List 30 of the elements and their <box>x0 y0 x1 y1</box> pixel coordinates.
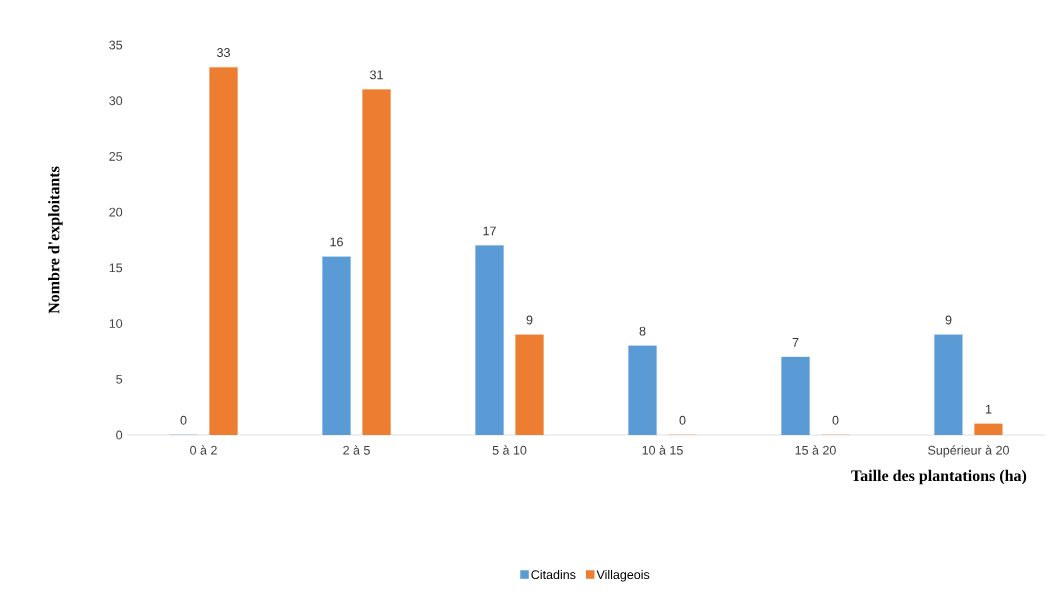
legend-label: Villageois <box>596 569 650 582</box>
y-tick-label: 25 <box>109 152 123 161</box>
data-label: 0 <box>832 415 839 425</box>
data-label: 8 <box>639 326 646 336</box>
y-tick-label: 0 <box>116 430 123 440</box>
data-label: 33 <box>217 48 230 57</box>
data-label: 16 <box>330 237 343 247</box>
x-tick-label: 10 à 15 <box>642 445 683 455</box>
y-tick-label: 35 <box>109 40 123 50</box>
x-tick-label: 5 à 10 <box>492 445 527 455</box>
data-label: 7 <box>792 338 799 347</box>
y-tick-label: 20 <box>109 207 123 217</box>
data-label: 0 <box>180 415 187 425</box>
legend-label: Citadins <box>531 569 576 580</box>
data-label: 0 <box>679 415 686 425</box>
data-label: 9 <box>945 315 952 325</box>
y-tick-label: 15 <box>109 263 123 273</box>
data-label: 1 <box>985 404 992 414</box>
data-label: 31 <box>370 70 383 80</box>
y-tick-label: 30 <box>109 96 123 106</box>
data-label: 17 <box>483 226 496 236</box>
x-tick-label: Supérieur à 20 <box>928 445 1009 458</box>
y-axis-title: Nombre d'exploitants <box>48 166 63 314</box>
x-tick-label: 15 à 20 <box>795 445 836 455</box>
y-tick-label: 10 <box>109 319 123 328</box>
x-axis-title: Taille des plantations (ha) <box>851 469 1027 485</box>
y-tick-label: 5 <box>116 374 123 384</box>
x-tick-label: 0 à 2 <box>190 445 217 455</box>
data-label: 9 <box>526 315 533 325</box>
x-tick-label: 2 à 5 <box>343 445 370 455</box>
